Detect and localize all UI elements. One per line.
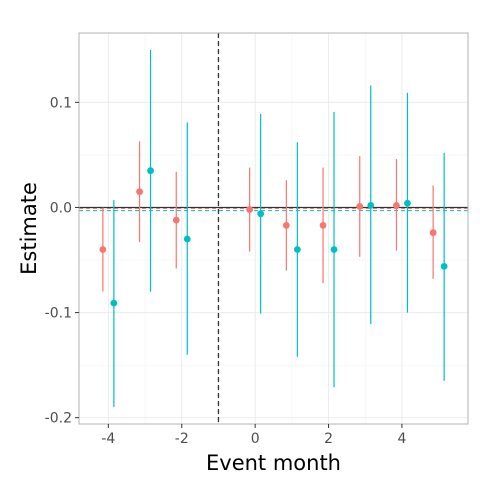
y-tick-label: 0.1 [50, 95, 72, 111]
data-point [183, 235, 191, 243]
data-point [330, 246, 338, 253]
x-axis-title: Event month [206, 451, 341, 475]
data-point [147, 167, 154, 175]
data-point [356, 203, 364, 210]
data-point [136, 188, 143, 196]
series-layer [99, 49, 448, 408]
data-point [293, 246, 301, 253]
data-point [172, 216, 180, 224]
tick-layer: -4 -2 0 2 4 -0.2 -0.1 0.0 0.1 [45, 95, 407, 447]
y-tick-label: -0.1 [45, 306, 72, 322]
x-tick-label: -2 [175, 431, 189, 447]
data-point [429, 229, 437, 237]
data-point [110, 299, 118, 307]
data-point [404, 199, 411, 207]
data-point [257, 210, 265, 218]
reference-lines [79, 33, 468, 424]
data-point [393, 201, 400, 209]
series-1 [99, 141, 437, 292]
series-2 [110, 49, 448, 408]
data-point [99, 246, 107, 253]
y-tick-label: 0.0 [50, 200, 72, 216]
y-tick-label: -0.2 [45, 411, 72, 427]
data-point [246, 206, 254, 213]
y-axis-title: Estimate [17, 182, 41, 275]
data-point [440, 262, 448, 270]
x-tick-label: -4 [101, 431, 115, 447]
x-tick-label: 0 [251, 431, 260, 447]
x-tick-label: 4 [397, 431, 406, 447]
x-tick-label: 2 [324, 431, 333, 447]
data-point [282, 221, 290, 229]
grid-layer [79, 33, 468, 424]
plot-panel-border [78, 32, 469, 425]
data-point [367, 201, 375, 209]
data-point [319, 221, 327, 229]
